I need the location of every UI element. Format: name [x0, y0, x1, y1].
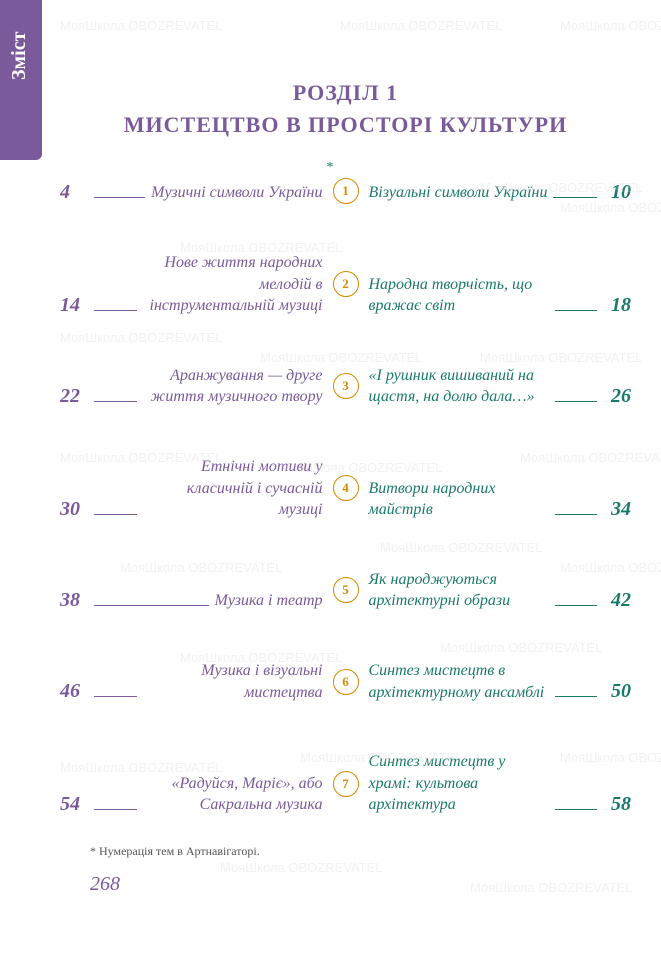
side-tab-label: Зміст [8, 32, 31, 80]
toc-row: 30 Етнічні мотиви у класичній і сучасній … [60, 456, 631, 521]
toc-right-col: Візуальні символи України 10 [369, 181, 632, 204]
left-title: Нове життя народних мелодій в інструмент… [143, 252, 323, 317]
section-title: МИСТЕЦТВО В ПРОСТОРІ КУЛЬТУРИ [60, 112, 631, 138]
right-page-number: 10 [603, 181, 631, 204]
right-page-number: 26 [603, 385, 631, 408]
toc-row: 38 Музика і театр 5 Як народжуються архітек… [60, 569, 631, 612]
right-page-number: 34 [603, 498, 631, 521]
right-rule [553, 197, 597, 198]
topic-number-badge: 3 [333, 373, 359, 399]
left-page-number: 54 [60, 793, 88, 816]
toc-right-col: Синтез мистецтв в архітектурному ансамбл… [369, 660, 632, 703]
left-title: Музика і театр [215, 590, 323, 612]
toc-left-col: 38 Музика і театр [60, 589, 323, 612]
topic-number-badge: 7 [333, 771, 359, 797]
right-page-number: 58 [603, 793, 631, 816]
toc-list: 4 Музичні символи України*1Візуальні симв… [60, 178, 631, 816]
right-page-number: 18 [603, 294, 631, 317]
toc-center-col: 6 [323, 669, 369, 695]
toc-right-col: Народна творчість, що вражає світ 18 [369, 274, 632, 317]
left-page-number: 38 [60, 589, 88, 612]
left-title: Музичні символи України [151, 182, 322, 204]
topic-number-badge: 6 [333, 669, 359, 695]
left-rule [94, 310, 137, 311]
left-rule [94, 401, 137, 402]
side-tab: Зміст [0, 0, 42, 160]
toc-left-col: 14 Нове життя народних мелодій в інструме… [60, 252, 323, 317]
section-number: РОЗДІЛ 1 [60, 80, 631, 106]
toc-center-col: 2 [323, 271, 369, 297]
toc-row: 54 «Радуйся, Маріє», або Сакральна музика… [60, 751, 631, 816]
toc-center-col: 3 [323, 373, 369, 399]
left-title: «Радуйся, Маріє», або Сакральна музика [143, 773, 323, 816]
left-title: Музика і візуальні мистецтва [143, 660, 323, 703]
topic-number-badge: 5 [333, 577, 359, 603]
toc-left-col: 30 Етнічні мотиви у класичній і сучасній … [60, 456, 323, 521]
right-rule [555, 401, 598, 402]
footnote: * Нумерація тем в Артнавігаторі. [90, 844, 631, 859]
page-content: РОЗДІЛ 1 МИСТЕЦТВО В ПРОСТОРІ КУЛЬТУРИ 4… [0, 0, 661, 896]
toc-right-col: Синтез мистецтв у храмі: культова архіте… [369, 751, 632, 816]
right-title: Як народжуються архітектурні образи [369, 569, 549, 612]
right-title: «І рушник вишиваний на щастя, на долю да… [369, 365, 549, 408]
right-title: Витвори народних майстрів [369, 478, 549, 521]
topic-number-badge: 2 [333, 271, 359, 297]
left-page-number: 22 [60, 385, 88, 408]
toc-center-col: 7 [323, 771, 369, 797]
toc-left-col: 4 Музичні символи України [60, 181, 323, 204]
toc-left-col: 54 «Радуйся, Маріє», або Сакральна музика [60, 773, 323, 816]
left-rule [94, 696, 137, 697]
right-title: Візуальні символи України [369, 182, 548, 204]
toc-center-col: 4 [323, 475, 369, 501]
toc-center-col: *1 [323, 178, 369, 204]
left-title: Етнічні мотиви у класичній і сучасній му… [143, 456, 323, 521]
left-rule [94, 809, 137, 810]
page-number: 268 [90, 873, 631, 896]
toc-row: 14 Нове життя народних мелодій в інструме… [60, 252, 631, 317]
left-page-number: 30 [60, 498, 88, 521]
right-rule [555, 605, 598, 606]
toc-center-col: 5 [323, 577, 369, 603]
right-title: Синтез мистецтв в архітектурному ансамбл… [369, 660, 549, 703]
left-page-number: 14 [60, 294, 88, 317]
topic-number-badge: 4 [333, 475, 359, 501]
left-rule [94, 514, 137, 515]
left-rule [94, 605, 209, 606]
topic-number-badge: 1 [333, 178, 359, 204]
toc-right-col: Витвори народних майстрів 34 [369, 478, 632, 521]
star-marker: * [327, 160, 334, 176]
toc-left-col: 46 Музика і візуальні мистецтва [60, 660, 323, 703]
right-page-number: 50 [603, 680, 631, 703]
right-page-number: 42 [603, 589, 631, 612]
left-page-number: 4 [60, 181, 88, 204]
right-rule [555, 809, 598, 810]
toc-right-col: «І рушник вишиваний на щастя, на долю да… [369, 365, 632, 408]
left-page-number: 46 [60, 680, 88, 703]
right-title: Народна творчість, що вражає світ [369, 274, 549, 317]
toc-row: 46 Музика і візуальні мистецтва 6 Синтез ми… [60, 660, 631, 703]
left-title: Аранжування — друге життя музичного твор… [143, 365, 323, 408]
left-rule [94, 197, 145, 198]
toc-row: 22 Аранжування — друге життя музичного тв… [60, 365, 631, 408]
toc-right-col: Як народжуються архітектурні образи 42 [369, 569, 632, 612]
right-rule [555, 514, 598, 515]
right-title: Синтез мистецтв у храмі: культова архіте… [369, 751, 549, 816]
right-rule [555, 310, 598, 311]
right-rule [555, 696, 598, 697]
toc-row: 4 Музичні символи України*1Візуальні симв… [60, 178, 631, 204]
toc-left-col: 22 Аранжування — друге життя музичного тв… [60, 365, 323, 408]
